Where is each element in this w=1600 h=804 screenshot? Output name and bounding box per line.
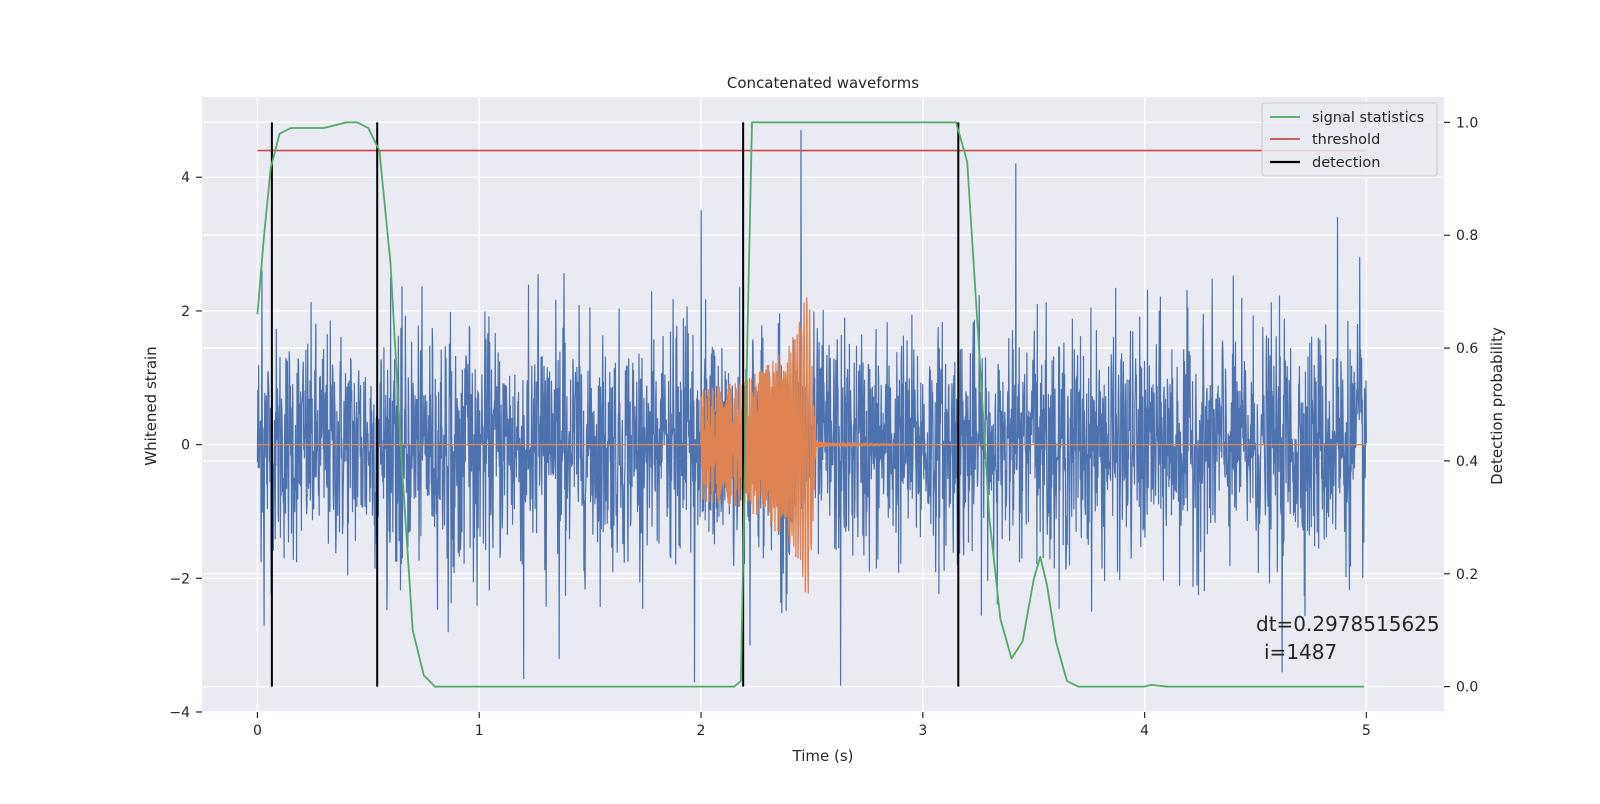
y-right-tick-label: 0.6 bbox=[1456, 341, 1478, 357]
y-right-tick-label: 0.0 bbox=[1456, 680, 1478, 696]
axis-ticks: 0 1 2 3 4 5 −4 −2 0 2 4 0.0 0.2 0.4 0.6 0.8 1.0 bbox=[169, 115, 1478, 739]
x-tick-label: 2 bbox=[697, 723, 706, 739]
y-axis-left-label: Whitened strain bbox=[142, 346, 160, 465]
y-left-tick-label: −4 bbox=[169, 705, 190, 721]
injected-signal-line bbox=[257, 297, 1367, 594]
y-left-tick-label: −2 bbox=[169, 571, 190, 587]
series-probability bbox=[256, 121, 1367, 688]
x-tick-label: 4 bbox=[1140, 723, 1149, 739]
legend-label-threshold: threshold bbox=[1312, 132, 1380, 148]
legend-box bbox=[1261, 102, 1438, 177]
annotation-dt: dt=0.2978515625 bbox=[1256, 612, 1440, 636]
chart-title: Concatenated waveforms bbox=[727, 74, 919, 92]
x-tick-label: 1 bbox=[475, 723, 484, 739]
x-axis-label: Time (s) bbox=[792, 747, 854, 765]
signal-statistics-line bbox=[256, 121, 1365, 688]
y-left-tick-label: 4 bbox=[181, 170, 190, 186]
legend-label-signal-statistics: signal statistics bbox=[1312, 110, 1424, 126]
y-left-tick-label: 2 bbox=[181, 304, 190, 320]
y-left-tick-label: 0 bbox=[181, 438, 190, 454]
y-axis-right-label: Detection probability bbox=[1488, 327, 1506, 485]
legend: signal statistics threshold detection bbox=[1261, 102, 1438, 177]
series-injected-signal bbox=[257, 297, 1367, 594]
x-tick-label: 5 bbox=[1362, 723, 1371, 739]
y-right-tick-label: 1.0 bbox=[1456, 115, 1478, 131]
x-tick-label: 0 bbox=[253, 723, 262, 739]
y-right-tick-label: 0.8 bbox=[1456, 228, 1478, 244]
legend-label-detection: detection bbox=[1312, 155, 1380, 171]
y-right-tick-label: 0.4 bbox=[1456, 454, 1478, 470]
annotation-i: i=1487 bbox=[1264, 640, 1337, 664]
y-right-tick-label: 0.2 bbox=[1456, 567, 1478, 583]
x-tick-label: 3 bbox=[918, 723, 927, 739]
